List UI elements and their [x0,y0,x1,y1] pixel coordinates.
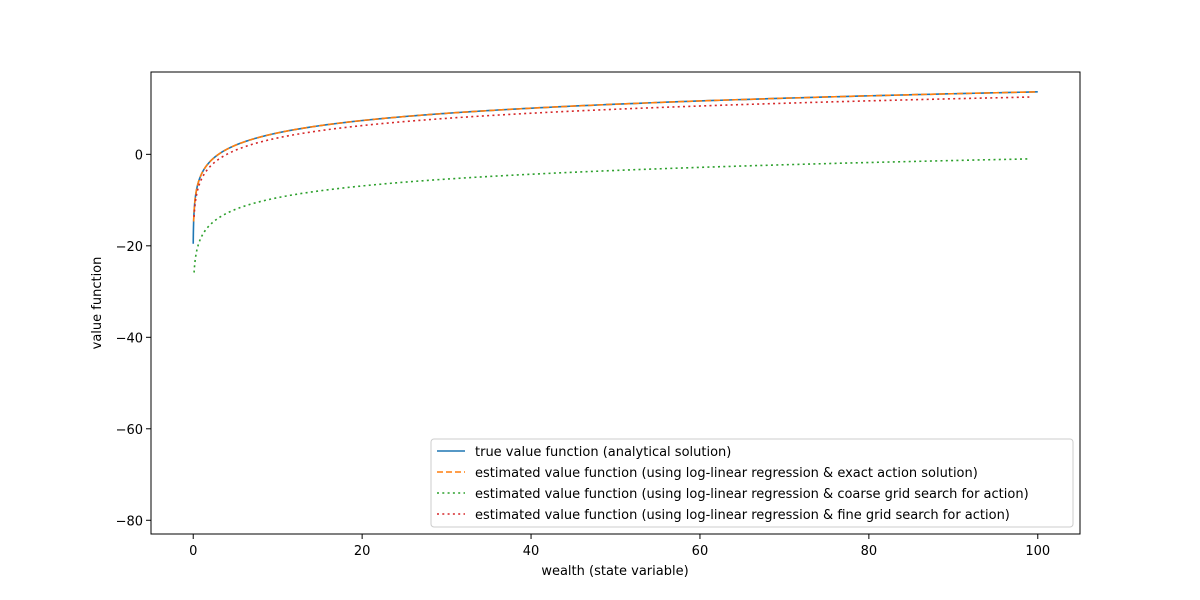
series-layer [192,91,1038,273]
legend-label-2: estimated value function (using log-line… [475,466,978,481]
y-tick-label: −80 [116,514,143,529]
legend: true value function (analytical solution… [430,438,1074,528]
x-axis: 0 20 40 60 80 100 [189,534,1050,559]
y-tick-label: −60 [116,423,143,438]
y-axis-label: value function [90,257,105,350]
y-tick-label: 0 [135,148,143,163]
y-axis: 0 −20 −40 −60 −80 [116,148,151,529]
series-line-1 [192,91,1038,244]
x-tick-label: 100 [1025,544,1050,559]
legend-label-1: true value function (analytical solution… [475,445,731,460]
x-tick-label: 80 [861,544,878,559]
x-tick-label: 60 [692,544,709,559]
series-line-2 [192,91,1038,222]
x-axis-label: wealth (state variable) [541,564,688,579]
legend-box [430,438,1074,528]
y-tick-label: −20 [116,240,143,255]
legend-label-3: estimated value function (using log-line… [475,487,1029,502]
legend-label-4: estimated value function (using log-line… [475,508,1010,523]
y-tick-label: −40 [116,331,143,346]
x-tick-label: 20 [354,544,371,559]
series-line-4 [193,96,1030,217]
x-tick-label: 40 [523,544,540,559]
series-line-3 [193,158,1030,273]
plot-area-frame [150,71,1081,535]
x-tick-label: 0 [189,544,197,559]
